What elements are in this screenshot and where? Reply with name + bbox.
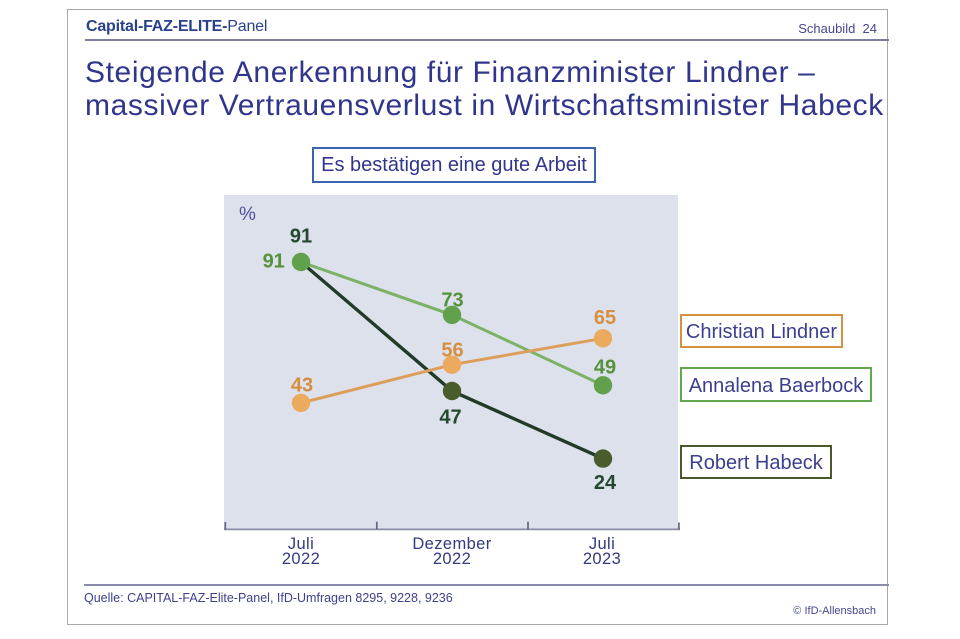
svg-text:24: 24 <box>594 472 617 494</box>
svg-text:65: 65 <box>594 307 616 329</box>
svg-text:49: 49 <box>594 357 616 379</box>
svg-text:43: 43 <box>291 375 313 397</box>
svg-text:91: 91 <box>263 251 285 273</box>
svg-text:47: 47 <box>439 407 461 429</box>
svg-text:73: 73 <box>441 290 463 312</box>
svg-text:56: 56 <box>441 340 463 362</box>
svg-text:91: 91 <box>290 226 312 248</box>
